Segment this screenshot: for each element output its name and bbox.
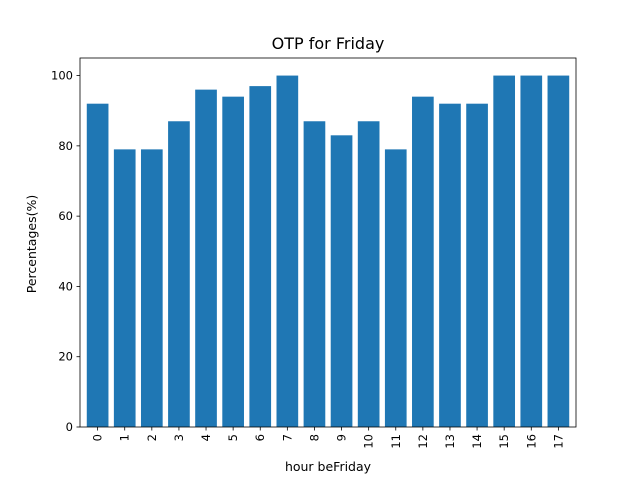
bar-16 — [520, 75, 543, 427]
y-tick-label-60: 60 — [58, 209, 73, 223]
x-tick-label-6: 6 — [253, 434, 267, 441]
y-tick-label-80: 80 — [58, 139, 73, 153]
x-tick-label-11: 11 — [389, 434, 403, 449]
bar-0 — [86, 103, 109, 427]
x-tick-label-15: 15 — [497, 434, 511, 449]
x-axis-label: hour beFriday — [285, 459, 372, 474]
axes-frame — [79, 57, 577, 428]
bar-17 — [547, 75, 570, 427]
bar-12 — [412, 96, 434, 427]
bar-4 — [195, 89, 217, 427]
bar-8 — [303, 121, 326, 427]
x-tick-label-9: 9 — [335, 434, 349, 441]
x-tick-label-5: 5 — [226, 434, 240, 441]
x-tick-label-10: 10 — [362, 434, 376, 449]
bar-5 — [222, 96, 244, 427]
bar-2 — [140, 149, 163, 427]
y-tick-label-20: 20 — [58, 350, 73, 364]
y-tick-label-40: 40 — [58, 279, 73, 293]
bar-14 — [466, 103, 488, 427]
bar-13 — [439, 103, 461, 427]
x-tick-label-8: 8 — [307, 434, 321, 441]
bar-9 — [330, 135, 353, 427]
y-tick-label-100: 100 — [51, 69, 73, 83]
bar-15 — [493, 75, 516, 427]
y-tick-label-0: 0 — [66, 420, 73, 434]
x-tick-label-0: 0 — [91, 434, 105, 441]
y-axis-label: Percentages(%) — [24, 195, 39, 293]
x-tick-label-1: 1 — [118, 434, 132, 441]
bar-10 — [357, 121, 380, 427]
x-tick-label-4: 4 — [199, 434, 213, 441]
chart-title: OTP for Friday — [272, 34, 385, 53]
x-tick-label-14: 14 — [470, 434, 484, 449]
x-tick-label-16: 16 — [524, 434, 538, 449]
bar-6 — [249, 86, 272, 428]
x-tick-label-17: 17 — [551, 434, 565, 449]
bar-3 — [168, 121, 190, 427]
x-tick-label-12: 12 — [416, 434, 430, 449]
x-tick-label-3: 3 — [172, 434, 186, 441]
bar-1 — [113, 149, 136, 427]
x-tick-label-2: 2 — [145, 434, 159, 441]
bar-11 — [384, 149, 407, 427]
bar-7 — [276, 75, 299, 427]
x-tick-label-13: 13 — [443, 434, 457, 449]
x-tick-label-7: 7 — [280, 434, 294, 441]
